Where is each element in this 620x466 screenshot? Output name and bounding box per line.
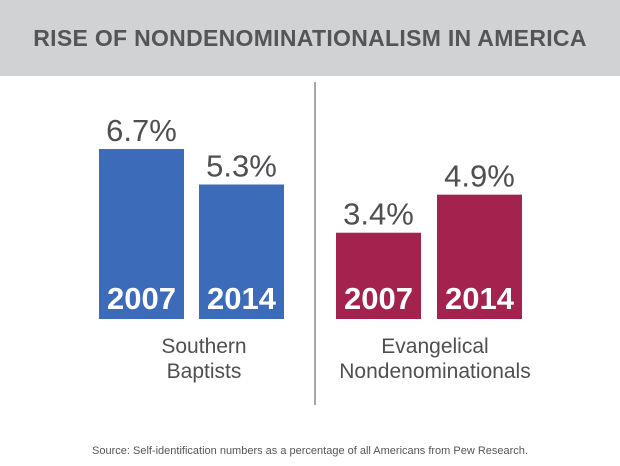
year-label: 2014 (445, 281, 515, 316)
value-label: 5.3% (206, 149, 277, 184)
group-label-line: Baptists (166, 360, 242, 383)
group-label-southern-baptists: Southern Baptists (112, 334, 296, 384)
value-label: 6.7% (106, 113, 177, 148)
bar (336, 232, 421, 319)
year-label: 2007 (107, 281, 176, 316)
group-label-line: Nondenominationals (339, 360, 531, 383)
group-label-line: Southern (161, 335, 247, 358)
bar (437, 194, 522, 319)
year-label: 2014 (207, 281, 277, 316)
chart-title: RISE OF NONDENOMINATIONALISM IN AMERICA (33, 24, 587, 51)
bar (199, 184, 284, 319)
value-label: 3.4% (343, 197, 414, 232)
group-label-line: Evangelical (381, 335, 489, 358)
bar (99, 149, 184, 319)
value-label: 4.9% (444, 159, 515, 194)
bar-chart: 6.7% 2007 5.3% 2014 3.4% 2007 4.9% 2014 (99, 82, 522, 405)
source-note: Source: Self-identification numbers as a… (92, 445, 528, 457)
year-label: 2007 (344, 281, 413, 316)
group-label-evangelical-nondenominationals: Evangelical Nondenominationals (310, 334, 560, 384)
title-banner (0, 0, 620, 76)
